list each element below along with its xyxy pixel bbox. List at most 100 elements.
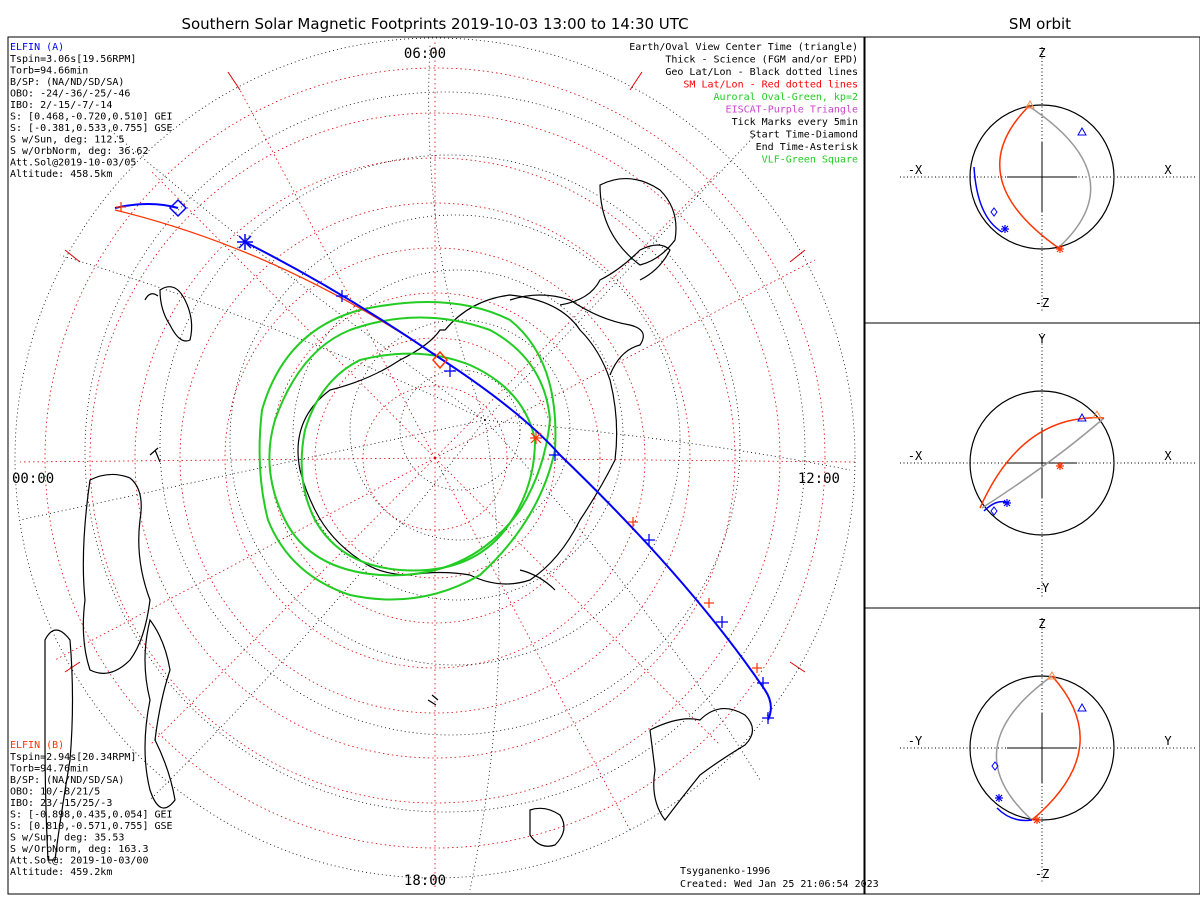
sm-tick <box>227 71 241 91</box>
geo-meridian <box>469 419 500 891</box>
elfin-a-info-block: ELFIN (A) Tspin=3.06s[19.56RPM]Torb=94.6… <box>10 42 173 180</box>
sm-tick <box>629 71 643 91</box>
elfin-b-info-line: IBO: 23/-15/25/-3 <box>10 798 112 809</box>
end-asterisk-marker <box>1003 499 1011 507</box>
landmass-coast <box>144 618 176 809</box>
geo-lat-circle <box>229 214 681 666</box>
orbit-panel-frame <box>864 36 1200 324</box>
orbit-axis-label-left: -Y <box>908 734 923 748</box>
geo-meridian <box>428 44 486 421</box>
island-coast <box>529 807 565 847</box>
elfin-b-orbit-track <box>979 417 1105 509</box>
orbit-axis-label-right: X <box>1164 449 1172 463</box>
landmass-coast <box>44 629 74 861</box>
orbit-panel-frame <box>864 322 1200 609</box>
geo-meridian <box>149 419 486 801</box>
legend-item: SM Lat/Lon - Red dotted lines <box>683 80 858 91</box>
south-america-coast <box>649 708 754 822</box>
orbit-title: SM orbit <box>1009 15 1071 33</box>
sm-lat-circle <box>179 202 691 714</box>
elfin-b-orbit-track <box>999 104 1061 250</box>
orbit-track-shadow <box>1026 104 1092 250</box>
sm-meridian <box>434 457 721 746</box>
legend-item: Auroral Oval-Green, kp=2 <box>714 92 859 103</box>
legend-item: End Time-Asterisk <box>756 142 858 153</box>
view-center-triangle-b <box>1092 409 1102 419</box>
sm-meridian <box>434 169 721 459</box>
legend-item: Thick - Science (FGM and/or EPD) <box>665 55 858 66</box>
elfin-b-footprint-track <box>114 209 772 721</box>
orbit-panel-3: Z -Z -Y Y <box>864 607 1200 895</box>
footprint-tracks <box>114 198 774 724</box>
orbit-panel-2: Y -Y -X X <box>864 322 1200 609</box>
elfin-b-info-line: S w/OrbNorm, deg: 163.3 <box>10 844 148 855</box>
geo-lat-circle <box>159 154 741 736</box>
sm-meridian <box>149 169 436 459</box>
elfin-b-name: ELFIN (B) <box>10 740 64 751</box>
end-asterisk-marker <box>237 234 253 250</box>
sm-orbit-panels: Z -Z -X X Y -Y -X X Z -Z -Y Y <box>864 36 1200 895</box>
orbit-axis-label-top: Y <box>1038 332 1046 346</box>
elfin-b-info-line: OBO: 10/-8/21/5 <box>10 787 100 798</box>
view-center-triangle-b <box>1025 99 1035 109</box>
end-asterisk-marker <box>1033 816 1041 824</box>
landmass-coast <box>82 473 151 674</box>
legend-item: Earth/Oval View Center Time (triangle) <box>629 42 858 53</box>
view-center-triangle-a <box>1077 126 1087 136</box>
elfin-a-info-line: Altitude: 458.5km <box>10 169 112 180</box>
sm-meridian <box>434 259 816 459</box>
tick-marks-b <box>116 202 762 673</box>
elfin-b-info-line: Altitude: 459.2km <box>10 867 112 878</box>
sm-edge-ticks <box>64 71 806 673</box>
sm-meridian <box>239 89 436 459</box>
elfin-b-info-line: Tspin=2.94s[20.34RPM] <box>10 752 136 763</box>
sm-lat-circle <box>224 247 646 669</box>
elfin-a-orbit-track <box>973 166 1003 233</box>
elfin-b-info-line: Torb=94.76min <box>10 764 88 775</box>
antarctica-peninsula <box>509 294 644 376</box>
legend-item: VLF-Green Square <box>762 155 858 166</box>
elfin-b-info-line: S w/Sun, deg: 35.53 <box>10 833 124 844</box>
orbit-axis-label-top: Z <box>1038 46 1045 60</box>
elfin-b-info-line: S: [0.810,-0.571,0.755] GSE <box>10 821 173 832</box>
sm-tick <box>789 661 806 673</box>
polar-map: 06:00 00:00 12:00 18:00 ELFIN (A) Tspin=… <box>10 37 879 891</box>
orbit-axis-label-left: -X <box>908 163 923 177</box>
geo-meridian <box>59 254 486 421</box>
coast-fragment <box>519 569 556 591</box>
start-diamond-marker <box>432 350 448 370</box>
view-center-triangle-b <box>1047 670 1057 680</box>
legend-item: Tick Marks every 5min <box>732 117 858 128</box>
start-diamond-marker <box>991 761 999 771</box>
southern-continent-tip <box>599 177 677 266</box>
elfin-a-info-line: S w/OrbNorm, deg: 36.62 <box>10 146 148 157</box>
created-timestamp: Created: Wed Jan 25 21:06:54 2023 <box>680 879 879 890</box>
view-center-triangle-a <box>1077 412 1087 422</box>
elfin-a-info-line: S w/Sun, deg: 112.5 <box>10 135 124 146</box>
end-asterisk-marker <box>1056 245 1064 253</box>
earth-circle <box>969 390 1115 536</box>
orbit-track-shadow <box>995 675 1053 821</box>
orbit-axis-label-bottom: -Z <box>1035 296 1049 310</box>
elfin-b-info-line: S: [-0.898,0.435,0.054] GEI <box>10 810 173 821</box>
end-asterisk-marker <box>995 794 1003 802</box>
elfin-a-name: ELFIN (A) <box>10 42 64 53</box>
geo-lat-circle <box>84 91 806 813</box>
time-label-left: 00:00 <box>12 471 54 487</box>
auroral-oval-middle <box>300 352 537 572</box>
sm-meridian <box>54 457 436 661</box>
coastlines <box>44 177 754 861</box>
geo-meridian <box>484 129 761 421</box>
island-coast <box>149 447 161 463</box>
auroral-oval-inner <box>268 316 552 577</box>
sm-lat-circle <box>44 67 826 849</box>
elfin-a-orbit-track <box>996 807 1033 822</box>
map-frame <box>7 36 865 895</box>
end-asterisk-marker <box>530 432 542 444</box>
elfin-a-info-line: Torb=94.66min <box>10 66 88 77</box>
start-diamond-marker <box>990 506 998 516</box>
orbit-axis-label-right: X <box>1164 163 1172 177</box>
sm-tick <box>64 661 81 673</box>
orbit-panel-1: Z -Z -X X <box>864 36 1200 324</box>
